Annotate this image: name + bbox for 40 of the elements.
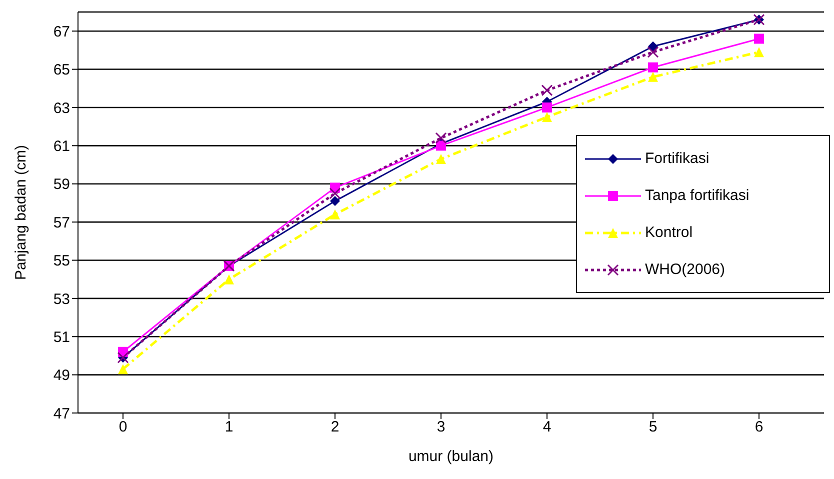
x-tick-label: 5: [648, 418, 658, 436]
point: [754, 47, 764, 58]
point: [754, 34, 764, 44]
y-tick-label: 65: [53, 62, 70, 79]
y-tick-label: 59: [53, 176, 70, 194]
point: [541, 84, 553, 96]
y-tick-label: 49: [53, 367, 70, 384]
point: [647, 46, 659, 58]
point: [330, 209, 340, 220]
y-tick-label: 63: [53, 100, 70, 117]
point: [330, 196, 340, 206]
y-tick-label: 57: [53, 214, 70, 232]
point: [648, 72, 658, 82]
point: [542, 102, 552, 112]
y-tick-label: 67: [53, 23, 70, 40]
point: [224, 274, 234, 284]
x-tick-label: 1: [224, 418, 234, 436]
point: [436, 154, 446, 164]
point: [118, 364, 128, 374]
legend-label: WHO(2006): [645, 261, 726, 278]
point: [542, 112, 552, 122]
y-tick-label: 53: [53, 290, 70, 308]
legend-label: Tanpa fortifikasi: [645, 187, 750, 204]
point: [648, 41, 658, 52]
y-axis-title: Panjang badan (cm): [12, 144, 30, 280]
y-tick-label: 61: [53, 138, 70, 155]
y-tick-label: 47: [53, 405, 70, 422]
legend-label: Kontrol: [645, 224, 693, 241]
x-tick-label: 0: [118, 418, 128, 436]
point: [329, 188, 341, 200]
y-tick-label: 51: [53, 328, 70, 346]
legend-label: Fortifikasi: [645, 150, 710, 167]
x-tick-label: 4: [542, 418, 552, 436]
point: [435, 132, 447, 144]
x-tick-label: 3: [436, 418, 446, 436]
y-tick-label: 55: [53, 252, 70, 270]
point: [648, 62, 658, 72]
x-axis-title: umur (bulan): [408, 448, 494, 465]
x-tick-label: 2: [330, 418, 340, 436]
x-tick-label: 6: [754, 418, 764, 436]
